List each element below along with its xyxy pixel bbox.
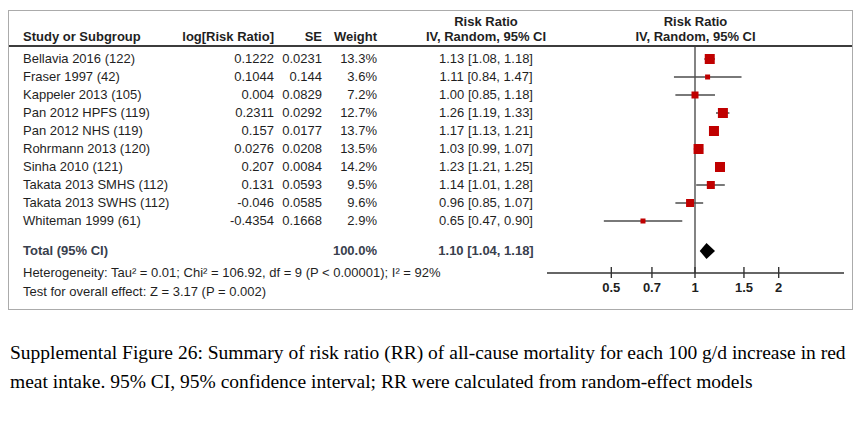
log-rr-value: 0.1222 bbox=[181, 50, 274, 68]
weight-value: 13.3% bbox=[322, 50, 377, 68]
ci-value: 1.17 [1.13, 1.21] bbox=[391, 122, 581, 140]
ci-value: 0.65 [0.47, 0.90] bbox=[391, 212, 581, 230]
heterogeneity-stats: Heterogeneity: Tau² = 0.01; Chi² = 106.9… bbox=[23, 264, 552, 281]
se-value: 0.144 bbox=[276, 68, 322, 86]
ci-value: 1.03 [0.99, 1.07] bbox=[391, 140, 581, 158]
study-label: Rohrmann 2013 (120) bbox=[23, 140, 189, 158]
study-label: Pan 2012 HPFS (119) bbox=[23, 104, 189, 122]
weight-value: 9.5% bbox=[322, 176, 377, 194]
axis-tick-label: 1.5 bbox=[735, 280, 753, 295]
log-rr-value: 0.207 bbox=[181, 158, 274, 176]
table-row: Takata 2013 SWHS (112) -0.046 0.0585 9.6… bbox=[9, 194, 852, 212]
log-rr-value: -0.4354 bbox=[181, 212, 274, 230]
overall-effect-test: Test for overall effect: Z = 3.17 (P = 0… bbox=[23, 283, 552, 300]
weight-value: 3.6% bbox=[322, 68, 377, 86]
study-label: Bellavia 2016 (122) bbox=[23, 50, 189, 68]
study-label: Sinha 2010 (121) bbox=[23, 158, 189, 176]
total-weight: 100.0% bbox=[322, 242, 377, 260]
ci-value: 1.23 [1.21, 1.25] bbox=[391, 158, 581, 176]
log-rr-value: 0.004 bbox=[181, 86, 274, 104]
table-row: Sinha 2010 (121) 0.207 0.0084 14.2% 1.23… bbox=[9, 158, 852, 176]
weight-value: 12.7% bbox=[322, 104, 377, 122]
column-header-study: Study or Subgroup bbox=[23, 29, 189, 44]
table-row: Whiteman 1999 (61) -0.4354 0.1668 2.9% 0… bbox=[9, 212, 852, 230]
study-label: Fraser 1997 (42) bbox=[23, 68, 189, 86]
column-header-ci-plot: IV, Random, 95% CI bbox=[547, 29, 844, 44]
figure-caption: Supplemental Figure 26: Summary of risk … bbox=[10, 339, 860, 396]
weight-value: 2.9% bbox=[322, 212, 377, 230]
study-label: Takata 2013 SWHS (112) bbox=[23, 194, 189, 212]
log-rr-value: 0.131 bbox=[181, 176, 274, 194]
axis-tick-label: 0.5 bbox=[602, 280, 620, 295]
study-label: Kappeler 2013 (105) bbox=[23, 86, 189, 104]
log-rr-value: 0.1044 bbox=[181, 68, 274, 86]
table-row: Rohrmann 2013 (120) 0.0276 0.0208 13.5% … bbox=[9, 140, 852, 158]
ci-value: 1.13 [1.08, 1.18] bbox=[391, 50, 581, 68]
total-label: Total (95% CI) bbox=[23, 242, 189, 260]
table-row: Takata 2013 SMHS (112) 0.131 0.0593 9.5%… bbox=[9, 176, 852, 194]
axis-tick-label: 0.7 bbox=[643, 280, 661, 295]
se-value: 0.1668 bbox=[276, 212, 322, 230]
plot-column-group-title: Risk Ratio bbox=[547, 14, 844, 29]
weight-value: 9.6% bbox=[322, 194, 377, 212]
study-label: Takata 2013 SMHS (112) bbox=[23, 176, 189, 194]
table-row: Pan 2012 HPFS (119) 0.2311 0.0292 12.7% … bbox=[9, 104, 852, 122]
se-value: 0.0231 bbox=[276, 50, 322, 68]
log-rr-value: -0.046 bbox=[181, 194, 274, 212]
se-value: 0.0829 bbox=[276, 86, 322, 104]
ci-value: 1.11 [0.84, 1.47] bbox=[391, 68, 581, 86]
weight-value: 14.2% bbox=[322, 158, 377, 176]
ci-value: 1.00 [0.85, 1.18] bbox=[391, 86, 581, 104]
se-value: 0.0208 bbox=[276, 140, 322, 158]
study-label: Whiteman 1999 (61) bbox=[23, 212, 189, 230]
study-rows: Bellavia 2016 (122) 0.1222 0.0231 13.3% … bbox=[9, 50, 852, 230]
total-row: Total (95% CI) 100.0% 1.10 [1.04, 1.18] bbox=[9, 242, 852, 260]
se-value: 0.0292 bbox=[276, 104, 322, 122]
se-value: 0.0585 bbox=[276, 194, 322, 212]
log-rr-value: 0.2311 bbox=[181, 104, 274, 122]
axis-tick-label: 2 bbox=[775, 280, 782, 295]
table-row: Bellavia 2016 (122) 0.1222 0.0231 13.3% … bbox=[9, 50, 852, 68]
axis-tick-label: 1 bbox=[691, 280, 698, 295]
se-value: 0.0084 bbox=[276, 158, 322, 176]
table-row: Pan 2012 NHS (119) 0.157 0.0177 13.7% 1.… bbox=[9, 122, 852, 140]
ci-value: 1.26 [1.19, 1.33] bbox=[391, 104, 581, 122]
se-value: 0.0593 bbox=[276, 176, 322, 194]
weight-value: 13.5% bbox=[322, 140, 377, 158]
ci-value: 0.96 [0.85, 1.07] bbox=[391, 194, 581, 212]
column-header-se: SE bbox=[276, 29, 322, 44]
log-rr-value: 0.0276 bbox=[181, 140, 274, 158]
table-row: Fraser 1997 (42) 0.1044 0.144 3.6% 1.11 … bbox=[9, 68, 852, 86]
study-label: Pan 2012 NHS (119) bbox=[23, 122, 189, 140]
weight-value: 7.2% bbox=[322, 86, 377, 104]
se-value: 0.0177 bbox=[276, 122, 322, 140]
column-header-weight: Weight bbox=[322, 29, 377, 44]
weight-value: 13.7% bbox=[322, 122, 377, 140]
table-row: Kappeler 2013 (105) 0.004 0.0829 7.2% 1.… bbox=[9, 86, 852, 104]
total-ci-value: 1.10 [1.04, 1.18] bbox=[391, 242, 581, 260]
header-divider bbox=[9, 45, 852, 47]
log-rr-value: 0.157 bbox=[181, 122, 274, 140]
ci-value: 1.14 [1.01, 1.28] bbox=[391, 176, 581, 194]
forest-plot-figure: Risk Ratio Risk Ratio Study or Subgroup … bbox=[8, 10, 853, 310]
screenshot-root: Risk Ratio Risk Ratio Study or Subgroup … bbox=[0, 0, 867, 429]
column-header-log-rr: log[Risk Ratio] bbox=[181, 29, 274, 44]
